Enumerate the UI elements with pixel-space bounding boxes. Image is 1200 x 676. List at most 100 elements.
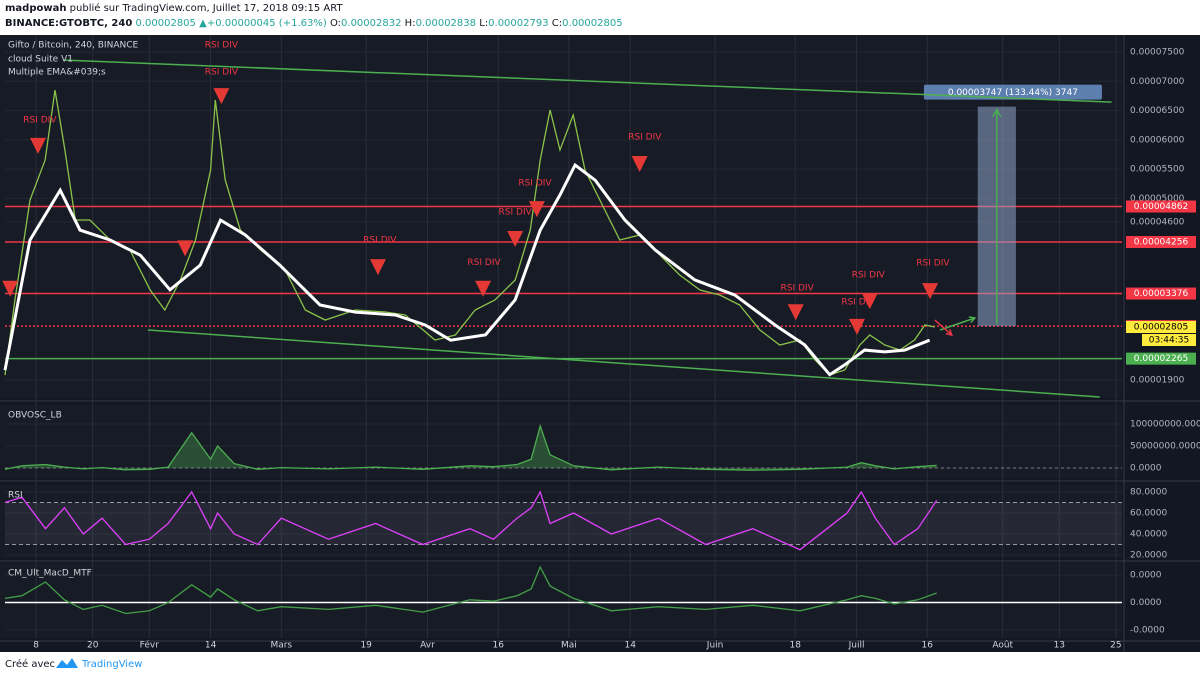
- y-tick-label: 0.00007000: [1130, 77, 1185, 87]
- brand[interactable]: TradingView: [81, 659, 142, 670]
- trendline: [147, 329, 1100, 398]
- divergence-marker: [30, 137, 47, 154]
- change: +0.00000045 (+1.63%): [207, 18, 327, 29]
- divergence-marker: [2, 280, 19, 297]
- y-tick-label: 40.0000: [1130, 529, 1167, 539]
- brand-logo: [56, 658, 78, 668]
- indicator-label: cloud Suite V1: [8, 55, 73, 65]
- y-tick-label: 60.0000: [1130, 509, 1167, 519]
- divergence-marker: [475, 280, 492, 297]
- ohlc-1-label: H:: [405, 18, 416, 29]
- arrow-head: [945, 329, 953, 337]
- annotation: RSI DIV: [363, 236, 397, 246]
- annotation: RSI DIV: [628, 132, 662, 142]
- arrow: [934, 319, 953, 336]
- measure-arrow-head: [992, 108, 1002, 118]
- series-line: [4, 490, 938, 551]
- x-tick-label: Juin: [706, 641, 724, 651]
- ohlc-0-value: 0.00002832: [341, 18, 401, 29]
- measure-label: 0.00003747 (133.44%) 3747: [948, 88, 1078, 98]
- divergence-marker: [528, 201, 545, 218]
- x-tick-label: Mai: [561, 641, 577, 651]
- publish-line: madpowah publié sur TradingView.com, Jui…: [5, 2, 343, 14]
- divergence-marker: [849, 318, 866, 335]
- price-level-box: [1126, 352, 1196, 365]
- y-tick-label: 0.00006500: [1130, 106, 1185, 116]
- x-tick-label: 16: [492, 641, 504, 651]
- x-tick-label: 8: [33, 641, 39, 651]
- series-line: [4, 423, 937, 471]
- annotation: RSI DIV: [852, 271, 886, 281]
- countdown: 03:44:35: [1149, 336, 1189, 346]
- y-tick-label: 0.00005000: [1130, 194, 1185, 204]
- annotation: RSI DIV: [23, 115, 57, 125]
- area-fill: [5, 426, 937, 471]
- trendline: [64, 59, 1112, 103]
- y-tick-label: 0.00006000: [1130, 135, 1185, 145]
- annotation: RSI DIV: [205, 67, 239, 77]
- price-level-box: [1126, 287, 1196, 300]
- annotation: RSI DIV: [781, 284, 815, 294]
- x-tick-label: Févr: [140, 640, 160, 651]
- price-level-label: 0.00002265: [1134, 354, 1188, 364]
- annotation: RSI DIV: [518, 179, 552, 189]
- y-tick-label: 80.0000: [1130, 488, 1167, 498]
- last: 0.00002805: [135, 18, 195, 29]
- x-tick-label: 14: [624, 641, 636, 651]
- ohlc-0-label: O:: [330, 18, 341, 29]
- y-tick-label: 50000000.0000: [1130, 441, 1200, 451]
- pane-background: [0, 563, 1122, 638]
- price-level-box: [1126, 321, 1196, 334]
- author: madpowah: [5, 3, 66, 14]
- y-tick-label: 20.0000: [1130, 550, 1167, 560]
- y-tick-label: -0.0000: [1130, 625, 1165, 635]
- x-tick-label: 14: [205, 641, 217, 651]
- y-tick-label: 0.0000: [1130, 463, 1162, 473]
- y-tick-label: 0.0000: [1130, 598, 1162, 608]
- pane-background: [0, 485, 1122, 558]
- price-level-label: 0.00004256: [1134, 238, 1189, 248]
- ohlc-2-label: L:: [479, 18, 488, 29]
- ohlc-2-value: 0.00002793: [488, 18, 548, 29]
- divergence-marker: [507, 231, 524, 248]
- arrow: ▲: [199, 18, 207, 29]
- arrow: [939, 317, 976, 331]
- divergence-marker: [787, 304, 804, 321]
- created-with: Créé avec: [5, 658, 55, 670]
- y-tick-label: 100000000.0000: [1130, 419, 1200, 429]
- series-line: [4, 565, 937, 615]
- x-tick-label: 25: [1110, 641, 1121, 651]
- divergence-marker: [177, 240, 194, 257]
- pane-title: OBVOSC_LB: [8, 411, 62, 421]
- pane-title: CM_Ult_MacD_MTF: [8, 569, 92, 579]
- annotation: RSI DIV: [916, 258, 950, 268]
- price-level-label: 0.00004862: [1134, 202, 1188, 212]
- symbol: BINANCE:GTOBTC, 240: [5, 18, 132, 29]
- x-tick-label: 13: [1054, 641, 1065, 651]
- x-tick-label: Avr: [420, 641, 435, 651]
- band: [5, 502, 1122, 545]
- quote-line: BINANCE:GTOBTC, 240 0.00002805 ▲+0.00000…: [5, 18, 623, 29]
- price-level-box: [1126, 200, 1196, 213]
- pane-title: Gifto / Bitcoin, 240, BINANCE: [8, 41, 138, 51]
- header-bg: [0, 0, 1200, 35]
- countdown-box: [1142, 334, 1196, 347]
- price-level-box: [1126, 236, 1196, 249]
- x-tick-label: Août: [992, 641, 1013, 651]
- y-tick-label: 0.00001900: [1130, 376, 1185, 386]
- indicator-label: Multiple EMA&#039;s: [8, 68, 106, 78]
- y-tick-label: 0.00005500: [1130, 165, 1185, 175]
- x-tick-label: 18: [790, 641, 802, 651]
- ohlc-3-value: 0.00002805: [562, 18, 622, 29]
- annotation: RSI DIV: [205, 40, 239, 50]
- pane-title: RSI: [8, 491, 23, 501]
- annotation: RSI DIV: [467, 258, 501, 268]
- price-level-label: 0.00002805: [1134, 323, 1188, 333]
- ohlc-3-label: C:: [552, 18, 562, 29]
- series-line: [3, 162, 931, 377]
- ohlc-1-value: 0.00002838: [416, 18, 476, 29]
- x-tick-label: 16: [922, 641, 934, 651]
- y-tick-label: 0.00007500: [1130, 47, 1185, 57]
- footer-bg: [0, 652, 1200, 676]
